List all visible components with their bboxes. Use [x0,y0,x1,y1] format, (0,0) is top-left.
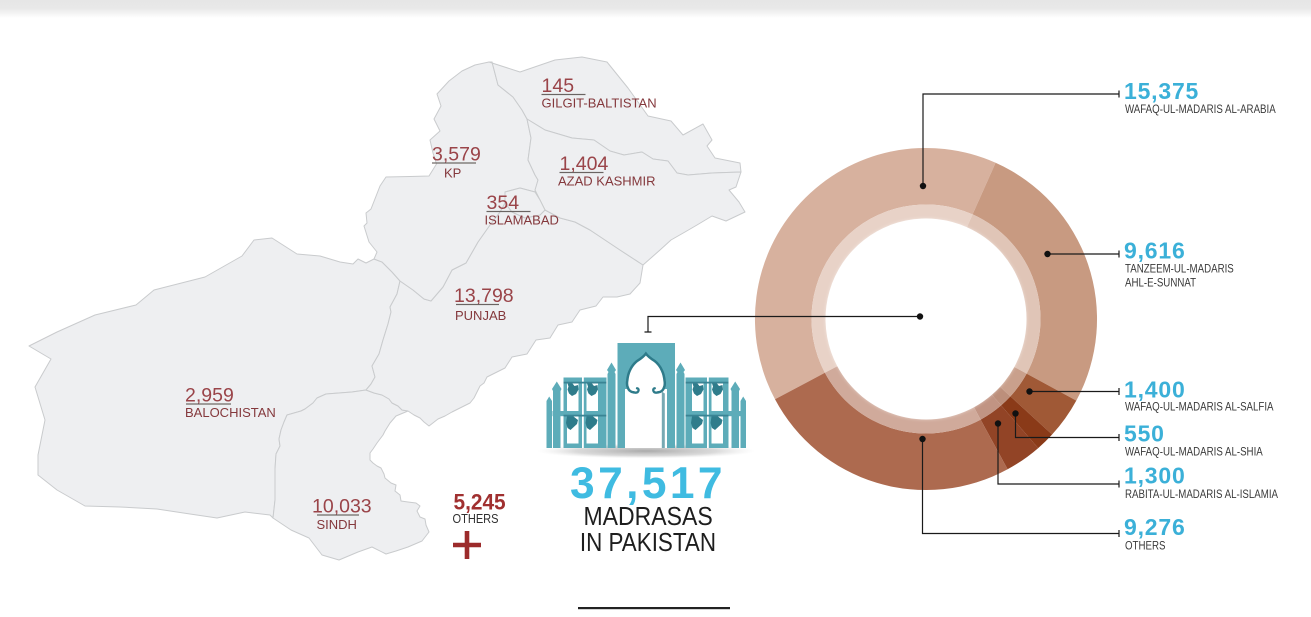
svg-text:TANZEEM-UL-MADARIS: TANZEEM-UL-MADARIS [1125,263,1234,276]
svg-text:354: 354 [487,192,520,214]
svg-text:3,579: 3,579 [432,144,481,166]
svg-text:550: 550 [1124,421,1165,447]
svg-text:OTHERS: OTHERS [453,511,499,526]
svg-text:2,959: 2,959 [185,385,234,407]
svg-text:WAFAQ-UL-MADARIS AL-ARABIA: WAFAQ-UL-MADARIS AL-ARABIA [1125,103,1276,116]
svg-text:9,276: 9,276 [1124,514,1186,540]
svg-text:SINDH: SINDH [317,517,357,532]
svg-text:1,404: 1,404 [560,153,609,175]
svg-text:1,300: 1,300 [1124,463,1186,489]
svg-text:AHL-E-SUNNAT: AHL-E-SUNNAT [1125,277,1196,290]
svg-text:KP: KP [444,166,461,181]
svg-text:9,616: 9,616 [1124,238,1186,264]
svg-text:GILGIT-BALTISTAN: GILGIT-BALTISTAN [542,96,657,111]
svg-text:RABITA-UL-MADARIS AL-ISLAMIA: RABITA-UL-MADARIS AL-ISLAMIA [1125,488,1279,501]
svg-text:5,245: 5,245 [454,490,506,515]
svg-text:MADRASAS: MADRASAS [584,503,713,532]
svg-text:WAFAQ-UL-MADARIS AL-SALFIA: WAFAQ-UL-MADARIS AL-SALFIA [1125,401,1274,414]
svg-text:145: 145 [542,75,575,97]
svg-text:OTHERS: OTHERS [1125,540,1165,553]
svg-text:AZAD KASHMIR: AZAD KASHMIR [558,174,656,189]
svg-text:ISLAMABAD: ISLAMABAD [485,213,559,228]
svg-text:13,798: 13,798 [454,285,514,307]
svg-text:BALOCHISTAN: BALOCHISTAN [185,405,276,420]
svg-text:WAFAQ-UL-MADARIS AL-SHIA: WAFAQ-UL-MADARIS AL-SHIA [1125,446,1263,459]
svg-text:1,400: 1,400 [1124,377,1186,403]
svg-text:IN PAKISTAN: IN PAKISTAN [580,529,716,558]
svg-text:10,033: 10,033 [312,496,372,518]
svg-text:15,375: 15,375 [1124,78,1199,104]
svg-text:PUNJAB: PUNJAB [455,308,506,323]
svg-text:37,517: 37,517 [570,459,726,508]
